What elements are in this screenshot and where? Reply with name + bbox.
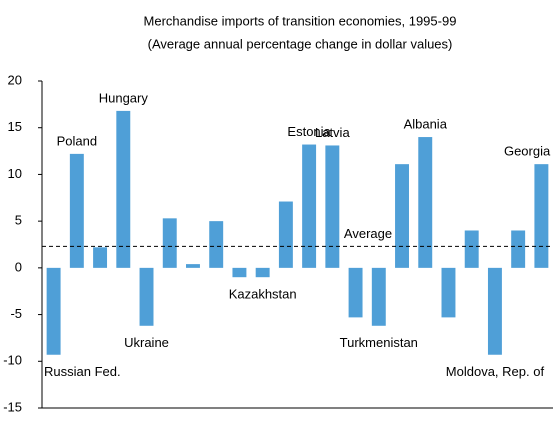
bar-label: Estonia — [287, 124, 331, 139]
bar-label: Poland — [57, 133, 97, 148]
bar — [255, 267, 270, 278]
bar — [46, 267, 61, 355]
bar-label: Hungary — [99, 90, 149, 105]
bar — [116, 110, 131, 268]
y-tick-label: 15 — [8, 119, 22, 134]
bar — [348, 267, 363, 318]
bar-label: Kazakhstan — [229, 287, 297, 302]
bar — [232, 267, 247, 278]
bar — [511, 230, 526, 268]
bar — [418, 137, 433, 268]
bar — [534, 164, 549, 268]
y-tick-label: 0 — [15, 259, 22, 274]
bar — [209, 221, 224, 268]
y-tick-label: 20 — [8, 72, 22, 87]
bar — [325, 145, 340, 268]
chart-subtitle: (Average annual percentage change in dol… — [148, 36, 453, 51]
bar-label: Ukraine — [124, 335, 169, 350]
bar — [69, 153, 84, 268]
bar — [278, 201, 293, 268]
average-label: Average — [344, 226, 392, 241]
bar-label: Russian Fed. — [44, 364, 121, 379]
bar-label: Turkmenistan — [340, 335, 418, 350]
bar-label: Albania — [404, 116, 448, 131]
bar — [487, 267, 502, 355]
bar — [395, 164, 409, 268]
bar — [186, 264, 200, 268]
y-tick-label: -5 — [10, 306, 22, 321]
bar — [93, 247, 108, 268]
bar-label: Moldova, Rep. of — [446, 364, 545, 379]
bar — [441, 267, 456, 318]
bar — [162, 218, 177, 268]
y-tick-label: 10 — [8, 166, 22, 181]
bar — [302, 144, 317, 268]
y-tick-label: -15 — [3, 399, 22, 414]
chart-title: Merchandise imports of transition econom… — [144, 13, 457, 28]
bar-label: Latvia — [315, 125, 350, 140]
y-tick-label: -10 — [3, 353, 22, 368]
y-tick-label: 5 — [15, 213, 22, 228]
bar — [464, 230, 479, 268]
bar — [139, 267, 154, 326]
bar — [371, 267, 386, 326]
bar-label: Georgia — [504, 144, 551, 159]
